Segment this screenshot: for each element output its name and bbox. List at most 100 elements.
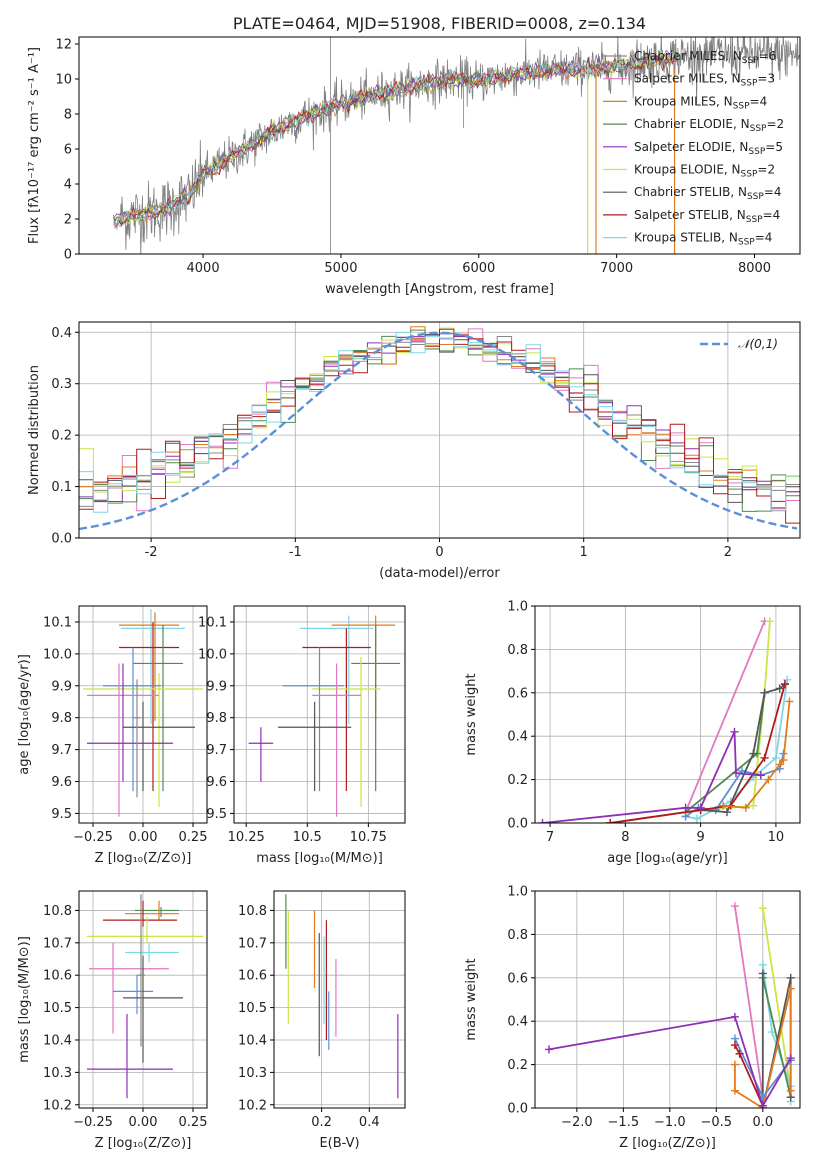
x-tick-label: 0.0 [752,1115,773,1130]
y-tick-label: 0.1 [51,480,72,495]
axes-frame [78,605,208,824]
mass-weight-marker [749,749,758,758]
errorbar-point-3 [351,625,401,792]
x-axis-label: age [log₁₀(age/yr)] [607,851,728,866]
y-tick-label: 0.3 [51,377,72,392]
y-tick-label: 9.7 [206,743,227,758]
errorbar-point-0 [299,615,374,725]
y-tick-label: 12 [55,38,72,53]
mass-weight-marker [730,1012,739,1021]
y-tick-label: 6 [64,143,72,158]
spectrum-legend: Chabrier MILES, NSSP=6 Salpeter MILES, NS… [603,49,784,248]
chart-title: PLATE=0464, MJD=51908, FIBERID=0008, z=0… [233,14,646,33]
errorbar-point-8 [87,1014,173,1099]
x-axis-label: E(B-V) [319,1136,359,1151]
y-tick-label: 10.5 [43,1001,72,1016]
y-tick-label: 9.9 [206,679,227,694]
mass_weight_vs_age-plot-area [538,617,794,823]
residuals-legend: 𝒩(0,1) [700,337,778,351]
model-spectrum-7 [113,50,678,229]
spectrum-plot-area [113,37,800,254]
errorbar-point-1 [119,612,179,721]
y-tick-label: 2 [64,213,72,228]
errorbar-point-1 [125,900,179,921]
mass-weight-marker [758,960,767,969]
y-tick-label: 0.2 [507,773,528,788]
mass-weight-marker [730,902,739,911]
x-tick-label: 7000 [600,261,633,276]
age_vs_Z-plot-area [83,609,203,817]
x-axis-label: Z [log₁₀(Z/Z⊙)] [95,851,192,866]
y-tick-label: 9.8 [206,711,227,726]
axes-frame [78,36,801,255]
y-axis-label: mass [log₁₀(M/M⊙)] [17,936,32,1063]
x-tick-label: 10.5 [293,830,322,845]
x-tick-label: −0.5 [701,1115,733,1130]
y-tick-label: 10.8 [43,904,72,919]
mass-weight-marker [786,973,795,982]
x-tick-label: 0.00 [129,830,158,845]
y-tick-label: 0.2 [507,1058,528,1073]
age_vs_mass-axes: 10.25 10.5 10.75 9.5 9.6 9.7 9.8 9.9 10.0 10.1 mas… [198,605,406,866]
mass-weight-marker [765,617,774,626]
x-tick-label: 0.4 [359,1115,380,1130]
mass-weight-marker [692,814,701,823]
y-tick-label: 0.4 [507,1015,528,1030]
mass-weight-marker [606,819,615,823]
mass-weight-marker [749,801,758,810]
residuals-plot-area [79,326,800,531]
mass-weight-marker [722,808,731,817]
mass-weight-series-1 [685,621,771,813]
residual-histogram-8 [79,332,800,513]
mass-weight-marker [771,753,780,762]
x-axis-label: wavelength [Angstrom, rest frame] [325,282,554,297]
mass-weight-series-5 [734,988,792,1108]
mass-weight-marker [760,753,769,762]
y-tick-label: 10.8 [238,904,267,919]
errorbar-point-6 [312,663,362,817]
legend-entry-4: Salpeter ELODIE, NSSP=5 [634,140,783,157]
mass-weight-marker [786,1086,795,1095]
y-tick-label: 0.0 [507,817,528,832]
y-tick-label: 10.5 [238,1001,267,1016]
mass-weight-marker [538,819,547,823]
x-tick-label: −1.5 [608,1115,640,1130]
y-tick-label: 0.6 [507,971,528,986]
y-tick-label: 0.6 [507,686,528,701]
legend-entry-3: Chabrier ELODIE, NSSP=2 [634,117,784,134]
x-tick-label: 2 [724,545,732,560]
errorbar-point-9 [133,679,141,798]
y-axis-label: Flux [fλ10⁻¹⁷ erg cm⁻² s⁻¹ A⁻¹] [27,47,42,244]
y-tick-label: 10.1 [198,615,227,630]
y-tick-label: 8 [64,108,72,123]
y-tick-label: 10.3 [238,1066,267,1081]
mass-weight-marker [783,675,792,684]
errorbar-point-8 [248,727,274,782]
y-tick-label: 0.4 [507,730,528,745]
x-tick-label: 0.2 [311,1115,332,1130]
normal-reference-curve [79,331,798,531]
x-tick-label: 1 [580,545,588,560]
y-tick-label: 10.6 [43,969,72,984]
y-tick-label: 1.0 [507,885,528,900]
errorbar-point-4 [312,657,381,808]
errorbar-point-7 [123,701,195,792]
axes-frame [233,605,406,824]
y-tick-label: 0 [64,248,72,263]
y-tick-label: 10.7 [43,936,72,951]
mass-weight-marker [756,771,765,780]
axes-frame [534,890,801,1109]
mass-weight-marker [732,769,741,778]
mass-weight-marker [681,803,690,812]
y-tick-label: 10.6 [238,969,267,984]
y-tick-label: 0.2 [51,429,72,444]
y-tick-label: 9.9 [51,679,72,694]
axes-frame [534,605,801,824]
errorbar-point-1 [331,615,396,721]
x-tick-label: 7 [546,830,554,845]
x-axis-label: Z [log₁₀(Z/Z⊙)] [619,1136,716,1151]
legend-entry-6: Chabrier STELIB, NSSP=4 [634,185,782,202]
mass-weight-marker [760,688,769,697]
mass-weight-marker [730,1041,739,1050]
